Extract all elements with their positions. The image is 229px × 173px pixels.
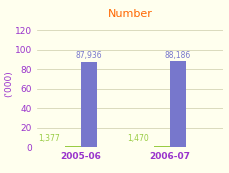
Text: 88,186: 88,186	[164, 51, 190, 60]
Text: 1,377: 1,377	[38, 134, 60, 143]
Title: Number: Number	[107, 9, 152, 19]
Text: 87,936: 87,936	[76, 51, 102, 60]
Bar	[65, 146, 81, 147]
Bar	[81, 62, 97, 147]
Y-axis label: ('000): ('000)	[4, 71, 13, 97]
Bar	[153, 146, 169, 147]
Bar	[169, 61, 185, 147]
Text: 1,470: 1,470	[127, 134, 148, 143]
